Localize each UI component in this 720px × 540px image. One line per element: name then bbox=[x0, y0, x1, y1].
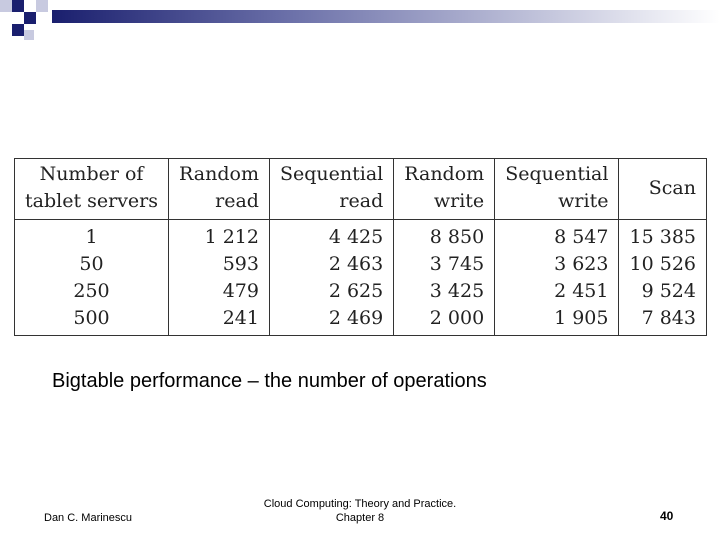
table-cell: 250 bbox=[13, 278, 170, 305]
table-cell: 2 000 bbox=[393, 305, 496, 336]
table-cell: 8 547 bbox=[494, 219, 620, 251]
header-cell: Random write bbox=[393, 158, 496, 220]
header-cell: Sequential write bbox=[494, 158, 620, 220]
table-cell: 7 843 bbox=[618, 305, 707, 336]
table-cell: 3 425 bbox=[393, 278, 496, 305]
performance-table: Number of tablet servers Random read Sequent… bbox=[13, 158, 707, 336]
table-cell: 3 745 bbox=[393, 251, 496, 278]
author: Dan C. Marinescu bbox=[44, 512, 133, 524]
header-bar bbox=[52, 10, 720, 23]
decor-square bbox=[0, 0, 12, 12]
page-number: 40 bbox=[660, 509, 674, 523]
header-line: Scan bbox=[648, 176, 696, 199]
header-line: read bbox=[215, 190, 259, 212]
header-row: Number of tablet servers Random read Sequent… bbox=[13, 158, 707, 220]
decor-square bbox=[36, 0, 48, 12]
table-cell: 8 850 bbox=[393, 219, 496, 251]
header-line: Sequential bbox=[279, 163, 384, 185]
table-cell: 15 385 bbox=[618, 219, 707, 251]
table-cell: 1 905 bbox=[494, 305, 620, 336]
table-cell: 4 425 bbox=[268, 219, 395, 251]
header-line: write bbox=[558, 190, 609, 212]
header-line: Sequential bbox=[505, 163, 609, 185]
header-line: Number of bbox=[39, 163, 144, 185]
header-cell: Scan bbox=[618, 158, 707, 220]
table-cell: 1 212 bbox=[168, 219, 270, 251]
table-cell: 2 451 bbox=[494, 278, 620, 305]
header-line: read bbox=[339, 190, 384, 212]
table-cell: 241 bbox=[168, 305, 270, 336]
header-cell: Number of tablet servers bbox=[13, 158, 170, 220]
table-cell: 9 524 bbox=[618, 278, 707, 305]
header-cell: Random read bbox=[168, 158, 270, 220]
table-cell: 1 bbox=[13, 219, 170, 251]
table-cell: 500 bbox=[13, 305, 170, 336]
table-cell: 2 625 bbox=[268, 278, 395, 305]
table-row: 50 593 2 463 3 745 3 623 10 526 bbox=[13, 251, 707, 278]
decor-square bbox=[24, 12, 36, 24]
table-cell: 3 623 bbox=[494, 251, 620, 278]
table-cell: 2 463 bbox=[268, 251, 395, 278]
header-line: Random bbox=[179, 163, 259, 185]
header-line: write bbox=[433, 190, 485, 212]
table-row: 250 479 2 625 3 425 2 451 9 524 bbox=[13, 278, 707, 305]
header-line: tablet servers bbox=[25, 190, 159, 212]
header-cell: Sequential read bbox=[268, 158, 395, 220]
table-cell: 2 469 bbox=[268, 305, 395, 336]
header-line: Random bbox=[404, 163, 485, 185]
table-cell: 50 bbox=[13, 251, 170, 278]
decor-square bbox=[24, 30, 34, 40]
decor-square bbox=[12, 0, 24, 12]
caption: Bigtable performance – the number of ope… bbox=[52, 370, 487, 392]
source: Cloud Computing: Theory and Practice. Ch… bbox=[210, 497, 510, 525]
source-line: Cloud Computing: Theory and Practice. bbox=[263, 498, 457, 510]
decor-square bbox=[12, 24, 24, 36]
table-row: 500 241 2 469 2 000 1 905 7 843 bbox=[13, 305, 707, 336]
source-line: Chapter 8 bbox=[335, 512, 385, 524]
table-cell: 593 bbox=[168, 251, 270, 278]
table-cell: 10 526 bbox=[618, 251, 707, 278]
table-cell: 479 bbox=[168, 278, 270, 305]
